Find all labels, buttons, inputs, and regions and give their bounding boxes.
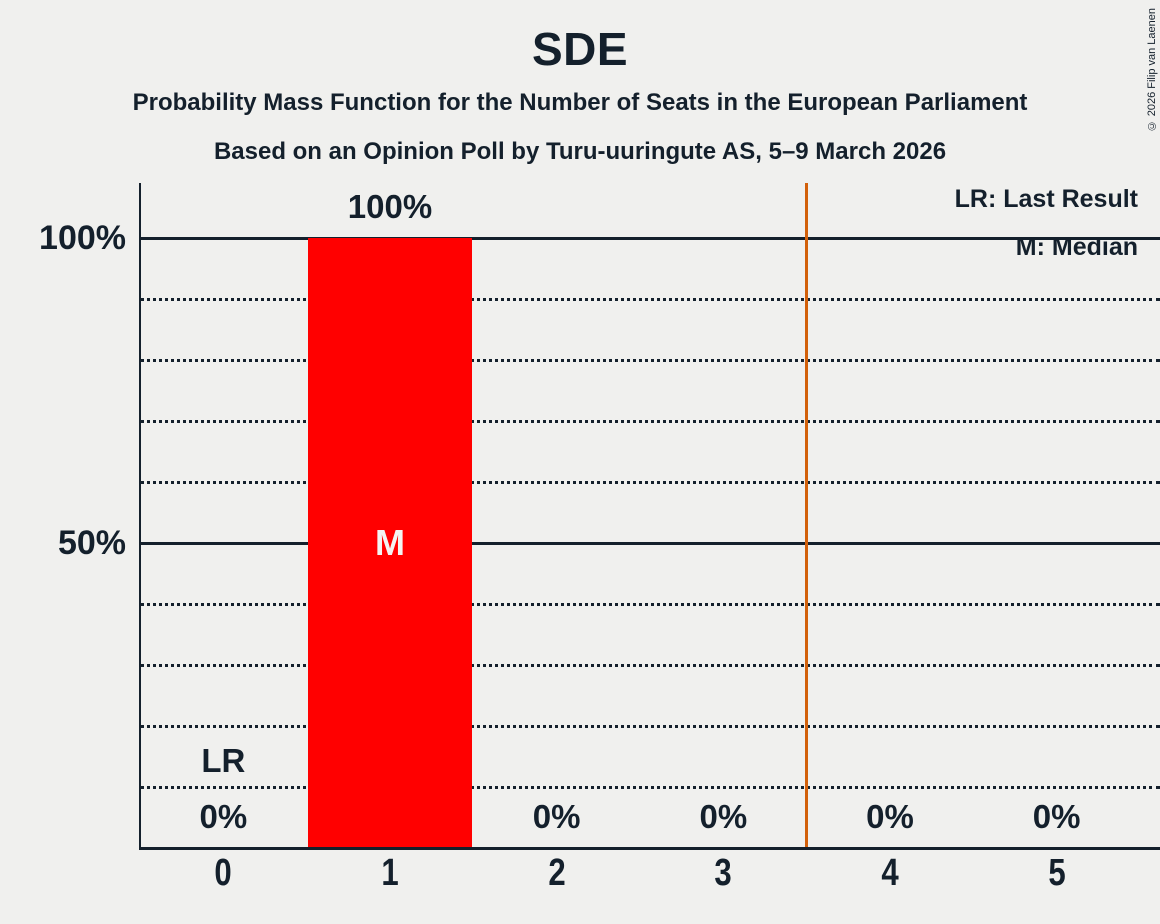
gridline-dotted	[140, 297, 1160, 301]
x-tick-label: 5	[1047, 852, 1066, 894]
bar-seats-1	[307, 238, 472, 848]
gridline-solid	[140, 236, 1160, 240]
chart-subtitle-line2: Based on an Opinion Poll by Turu-uuringu…	[213, 138, 947, 165]
bar-value-label: 100%	[347, 188, 433, 225]
bar-value-label: 0%	[532, 798, 581, 835]
x-tick-label: 0	[214, 852, 232, 894]
gridline-dotted	[140, 358, 1160, 362]
y-axis	[139, 183, 141, 850]
gridline-dotted	[140, 419, 1160, 423]
gridline-dotted	[140, 663, 1160, 667]
gridline-dotted	[140, 724, 1160, 728]
majority-threshold-line	[805, 183, 809, 848]
x-axis	[140, 846, 1160, 850]
gridline-dotted	[140, 480, 1160, 484]
chart-subtitle-line1: Probability Mass Function for the Number…	[132, 89, 1028, 116]
median-marker: M	[375, 522, 405, 563]
y-tick-label: 100%	[39, 219, 126, 257]
bar-value-label: 0%	[699, 798, 748, 835]
y-tick-label: 50%	[57, 524, 126, 562]
x-tick-label: 3	[714, 852, 732, 894]
last-result-marker: LR	[201, 742, 246, 779]
x-tick-label: 4	[881, 852, 899, 894]
bar-value-label: 0%	[1032, 798, 1081, 835]
gridline-solid	[140, 541, 1160, 545]
gridline-dotted	[140, 785, 1160, 789]
bar-value-label: 0%	[199, 798, 248, 835]
x-tick-label: 1	[381, 852, 399, 894]
bar-value-label: 0%	[866, 798, 914, 835]
chart-title: SDE	[531, 23, 629, 75]
legend-median: M: Median	[1015, 233, 1138, 261]
legend-last-result: LR: Last Result	[954, 185, 1138, 213]
gridline-dotted	[140, 602, 1160, 606]
x-tick-label: 2	[547, 852, 566, 894]
